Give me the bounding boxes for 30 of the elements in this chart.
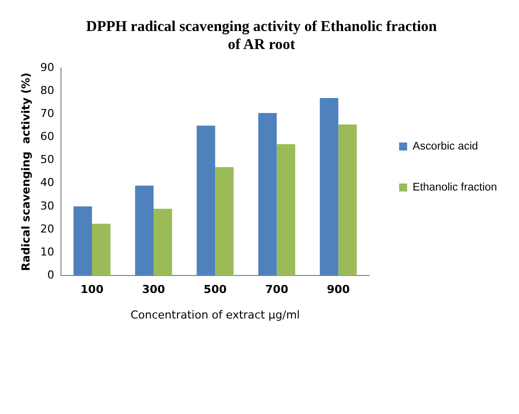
bar: [276, 144, 296, 276]
bar: [92, 224, 110, 276]
y-tick-label: 30: [40, 199, 54, 212]
bar: [338, 124, 357, 276]
x-tick-label: 700: [265, 283, 289, 296]
legend-label: Ascorbic acid: [412, 140, 478, 153]
y-tick-label: 80: [40, 84, 54, 97]
y-tick-label: 0: [47, 268, 54, 282]
y-tick-label: 20: [40, 222, 54, 236]
x-tick-label: 100: [80, 283, 104, 296]
bar: [135, 186, 154, 276]
x-tick-label: 500: [204, 283, 227, 296]
bar: [154, 208, 172, 276]
y-axis-title: Radical scavenging activity (%): [19, 72, 32, 271]
bar: [196, 126, 216, 276]
x-tick-label: 300: [142, 283, 166, 296]
x-axis-title: Concentration of extract µg/ml: [130, 308, 300, 322]
y-tick-label: 10: [40, 245, 54, 258]
legend-label: Ethanolic fraction: [412, 182, 498, 194]
y-tick-label: 50: [40, 153, 54, 166]
y-tick-label: 90: [40, 60, 54, 74]
y-tick-label: 60: [40, 130, 54, 144]
bar: [74, 206, 92, 276]
bar: [215, 167, 234, 276]
x-tick-label: 900: [326, 283, 350, 296]
y-tick-label: 40: [40, 176, 54, 190]
bar: [320, 98, 338, 276]
chart-title: DPPH radical scavenging activity of Ethanolic fraction of AR root: [86, 18, 438, 53]
bar: [258, 112, 277, 276]
y-tick-label: 70: [40, 106, 54, 120]
